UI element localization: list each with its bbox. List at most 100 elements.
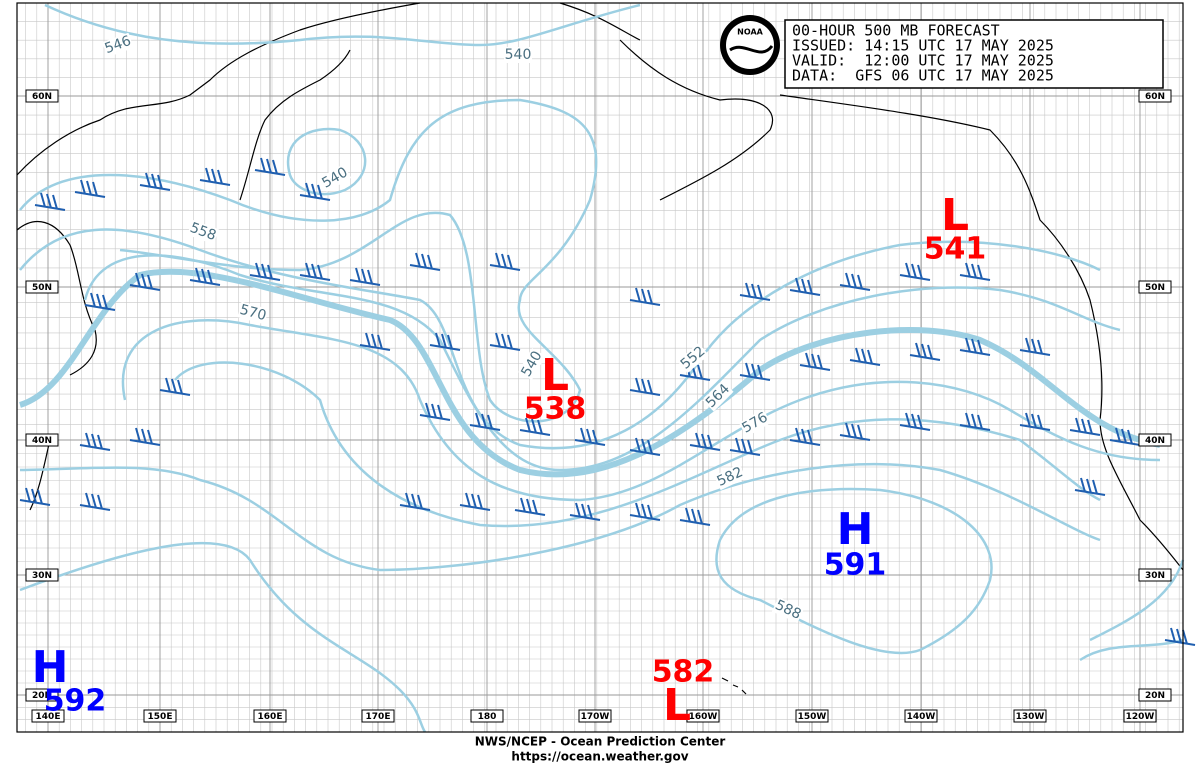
wind-barb — [419, 402, 451, 421]
center-letter: L — [541, 350, 569, 401]
contour-label-bg — [187, 219, 219, 245]
lon-label: 130W — [1016, 712, 1045, 722]
barb-flag — [97, 434, 103, 450]
barb-flag — [635, 287, 641, 303]
wind-barb — [79, 432, 111, 451]
barb-flag — [691, 508, 697, 524]
barb-flag — [40, 192, 46, 208]
wind-barb — [959, 262, 991, 281]
barb-flag — [1086, 478, 1092, 494]
wind-barb — [459, 492, 491, 511]
barb-flag — [921, 343, 927, 359]
wind-barb — [399, 492, 431, 511]
lat-label-box — [1138, 688, 1172, 702]
lat-label-box — [25, 433, 59, 447]
barb-flag — [751, 363, 757, 379]
header-line: DATA: GFS 06 UTC 17 MAY 2025 — [792, 67, 1054, 85]
contour-label-bg — [677, 342, 709, 374]
wind-barb — [1019, 337, 1051, 356]
wind-barb — [469, 412, 501, 431]
barb-flag — [201, 268, 207, 284]
barb-flag — [495, 332, 501, 348]
wind-barb — [249, 262, 281, 281]
lat-label-box — [25, 89, 59, 103]
barb-flag — [260, 157, 266, 173]
logo-text: NOAA — [737, 28, 763, 37]
barb-flag — [917, 264, 923, 280]
wind-barb — [74, 179, 106, 198]
barb-flag — [85, 492, 91, 508]
barb-flag — [421, 253, 427, 269]
barb-flag — [1121, 428, 1127, 444]
wind-barb — [1109, 427, 1141, 446]
wind-barb — [34, 192, 66, 211]
barb-flag — [97, 494, 103, 510]
barb-flag — [361, 268, 367, 284]
barb-flag — [531, 418, 537, 434]
contour — [19, 268, 1161, 478]
lon-label: 170E — [366, 712, 391, 722]
lat-label-box — [1138, 568, 1172, 582]
wind-barb — [574, 427, 606, 446]
barb-flag — [96, 293, 102, 309]
wind-barb — [899, 412, 931, 431]
barb-flag — [851, 423, 857, 439]
barb-flag — [481, 413, 487, 429]
coastline — [239, 49, 351, 201]
contour — [715, 487, 993, 655]
wind-barb — [489, 252, 521, 271]
grid — [17, 3, 1183, 732]
lat-label-box — [25, 568, 59, 582]
lon-label-box — [795, 709, 829, 723]
lon-label-box — [578, 709, 612, 723]
wind-barb — [129, 272, 161, 291]
map-frame — [16, 2, 1184, 733]
barb-flag — [1092, 479, 1098, 495]
wind-barb — [514, 497, 546, 516]
barb-flag — [266, 158, 272, 174]
barb-flag — [37, 489, 43, 505]
contour-label-bg — [702, 380, 734, 412]
logo-disc — [726, 21, 774, 69]
contour-label-bg — [713, 463, 747, 491]
barb-flag — [1170, 627, 1176, 643]
lat-label-box — [25, 688, 59, 702]
barb-flag — [102, 294, 108, 310]
wind-barb — [159, 377, 191, 396]
barb-flag — [91, 493, 97, 509]
barb-flag — [261, 263, 267, 279]
wind-barb — [959, 337, 991, 356]
wind-barb — [679, 507, 711, 526]
islands — [721, 677, 747, 695]
barb-flag — [697, 364, 703, 380]
barb-flag — [795, 427, 801, 443]
barb-flag — [857, 424, 863, 440]
lon-label-box — [686, 709, 720, 723]
barb-flag — [1037, 414, 1043, 430]
barb-flag — [427, 254, 433, 270]
barb-flag — [80, 179, 86, 195]
wind-barb — [899, 262, 931, 281]
barb-flag — [217, 169, 223, 185]
lon-label: 140W — [907, 712, 936, 722]
barb-flag — [580, 427, 586, 443]
barb-flag — [971, 263, 977, 279]
center-value: 592 — [44, 684, 107, 719]
barb-flag — [1115, 427, 1121, 443]
barb-flag — [145, 172, 151, 188]
barb-flag — [147, 274, 153, 290]
coastline — [559, 2, 774, 201]
barb-flag — [207, 269, 213, 285]
barb-flag — [635, 437, 641, 453]
wind-barb — [349, 267, 381, 286]
barb-flag — [165, 377, 171, 393]
barb-flag — [971, 413, 977, 429]
barb-flag — [707, 434, 713, 450]
wind-barb — [489, 332, 521, 351]
barb-flag — [355, 267, 361, 283]
barb-flag — [520, 497, 526, 513]
contour — [1079, 559, 1185, 662]
center-value: 582 — [652, 655, 715, 690]
coastline — [779, 94, 1184, 571]
barb-flag — [1031, 413, 1037, 429]
